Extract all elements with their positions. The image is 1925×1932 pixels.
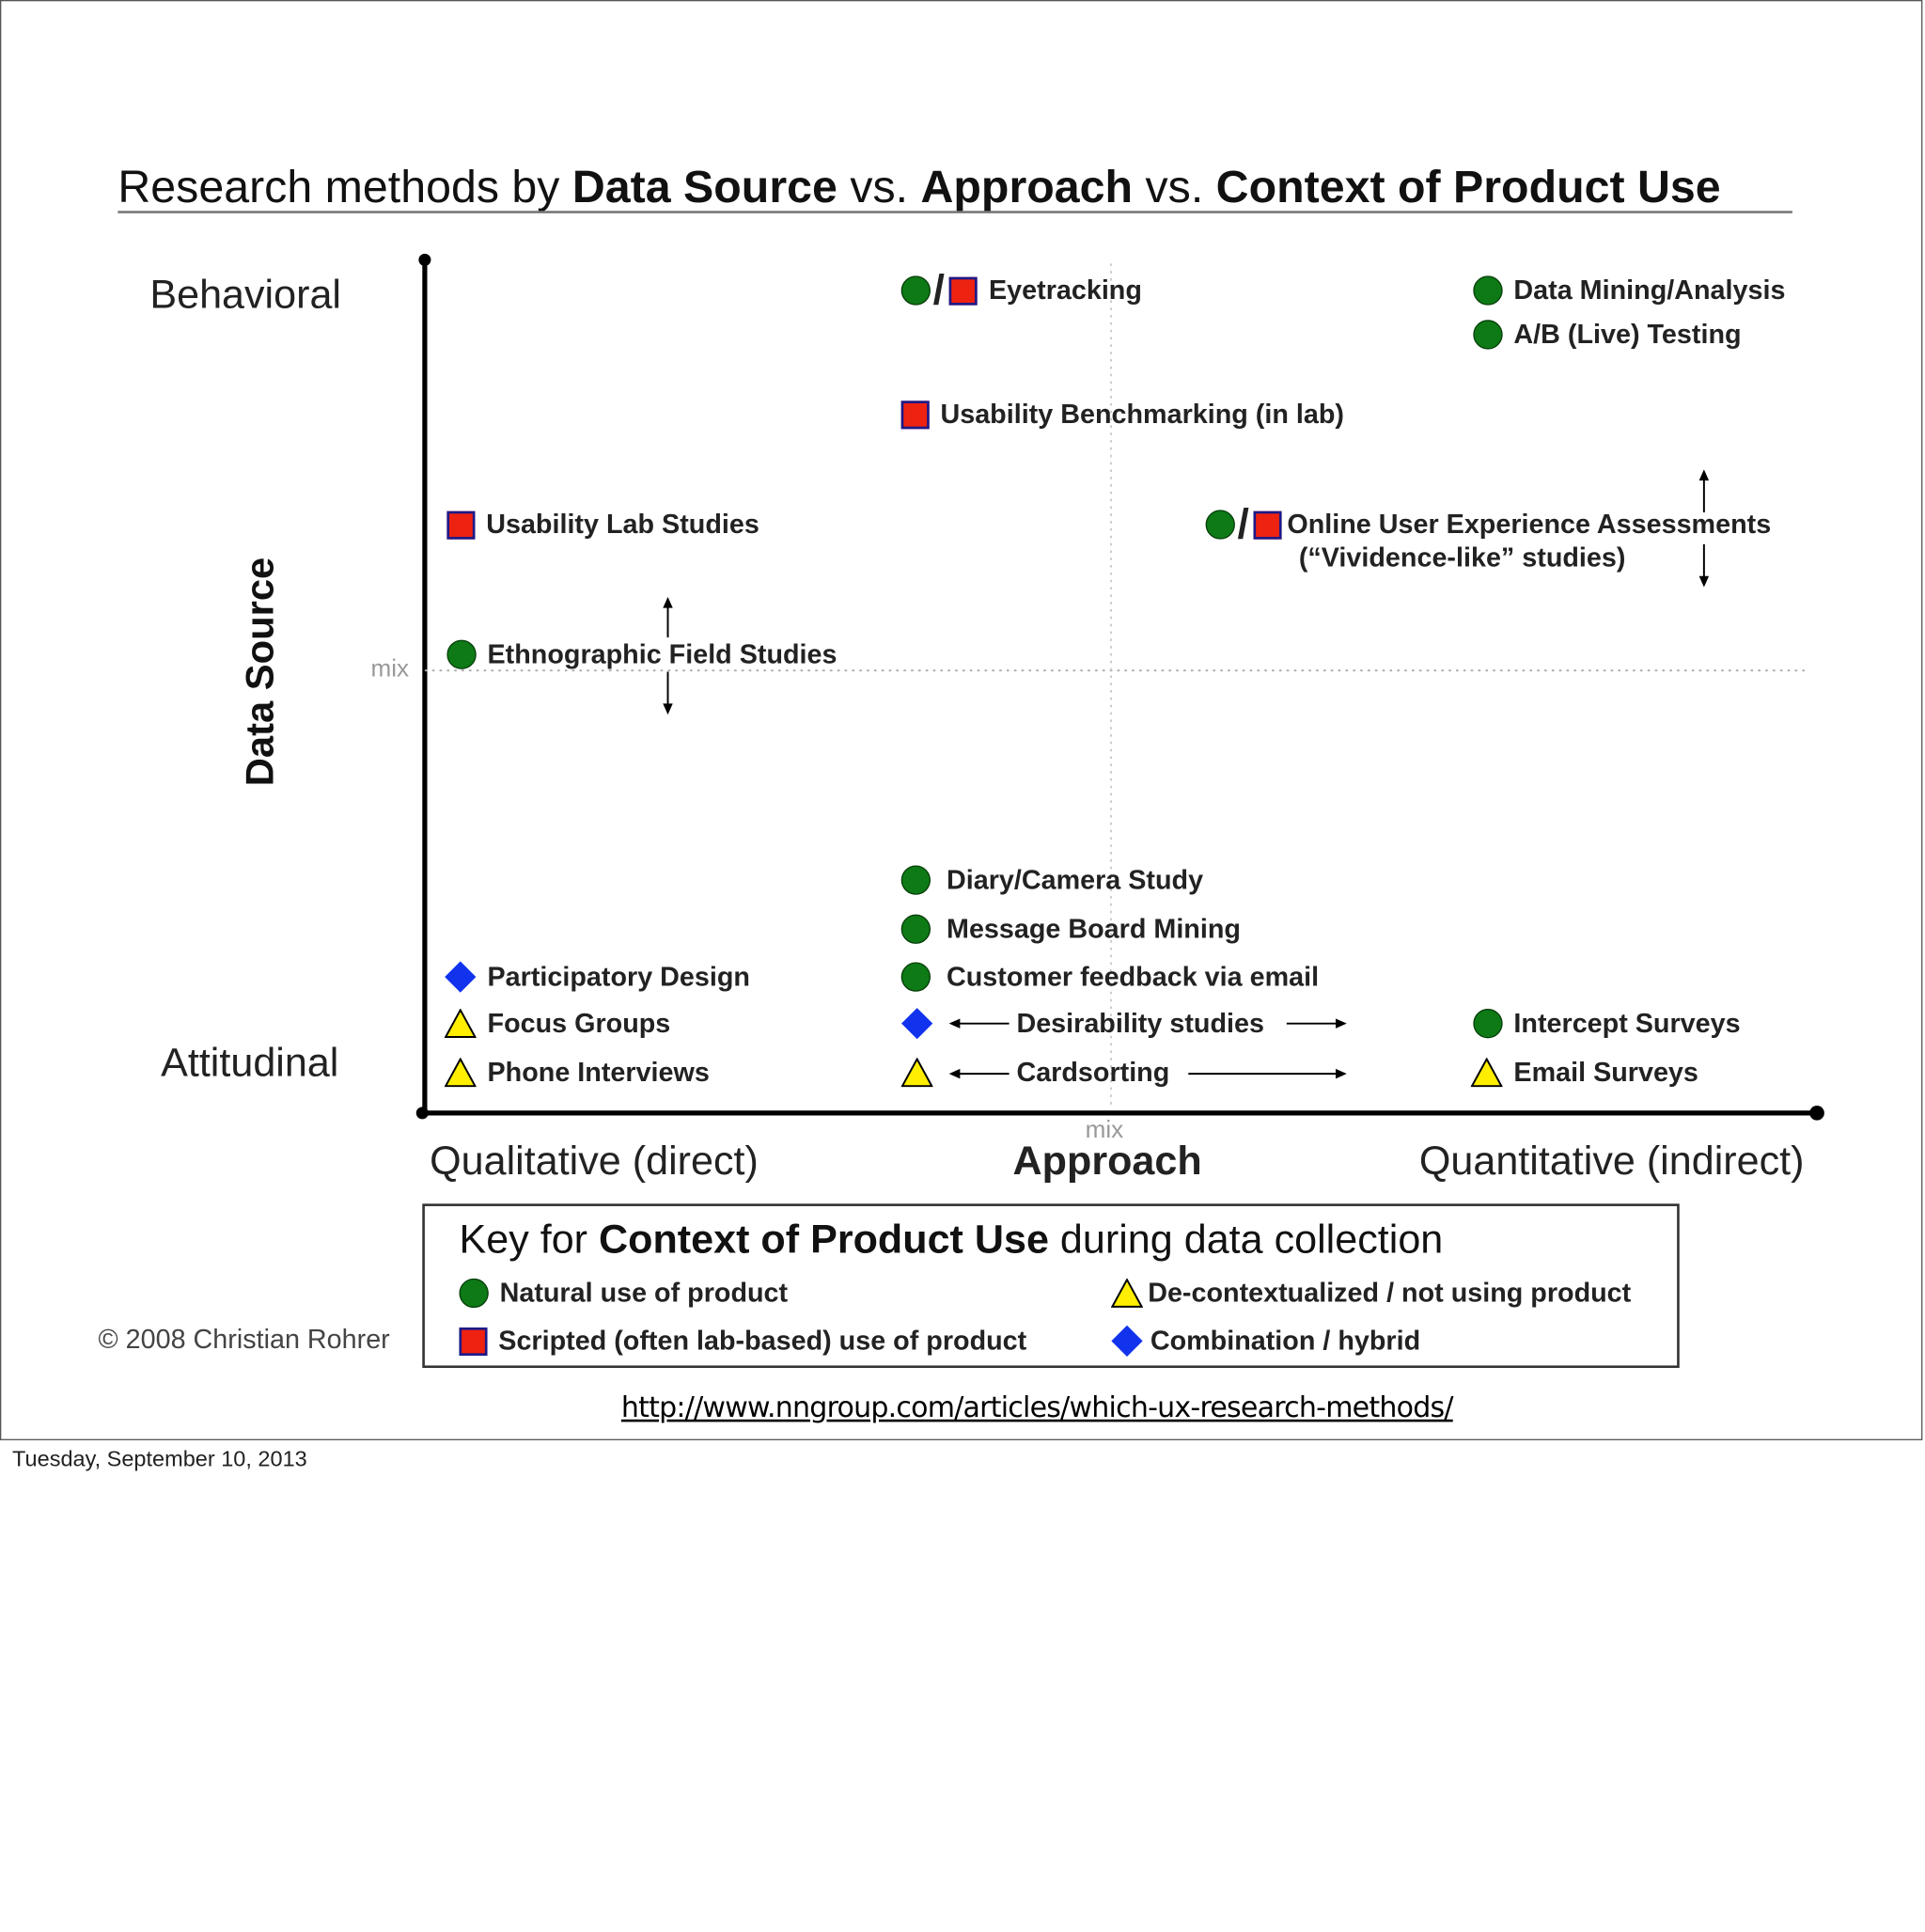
method-label: Intercept Surveys	[1513, 1007, 1741, 1039]
method-label: Customer feedback via email	[947, 961, 1320, 992]
online-ux-arrowhead-up	[1698, 469, 1710, 481]
combination-diamond-icon	[1111, 1325, 1143, 1357]
x-axis-end-dot	[1809, 1106, 1824, 1121]
decontextualized-triangle-icon	[1470, 1058, 1503, 1088]
method-eyetracking: / Eyetracking	[900, 267, 1142, 314]
natural-circle-icon	[459, 1278, 489, 1309]
x-axis-start-dot	[415, 1107, 429, 1120]
attitudinal-label: Attitudinal	[161, 1039, 339, 1085]
method-label: Phone Interviews	[487, 1056, 710, 1088]
combination-diamond-icon	[445, 961, 477, 993]
method-label: Diary/Camera Study	[947, 864, 1204, 895]
mix-x-label: mix	[1085, 1116, 1124, 1144]
natural-circle-icon	[900, 275, 931, 306]
footer-date: Tuesday, September 10, 2013	[12, 1446, 307, 1471]
method-usability-benchmarking: Usability Benchmarking (in lab)	[900, 396, 1344, 432]
legend-combination: Combination / hybrid	[1111, 1323, 1420, 1359]
natural-circle-icon	[900, 962, 931, 992]
title-underline	[117, 211, 1792, 213]
natural-circle-icon	[900, 865, 931, 895]
behavioral-label: Behavioral	[149, 271, 342, 317]
legend-label: De-contextualized / not using product	[1148, 1277, 1632, 1309]
method-label: A/B (Live) Testing	[1513, 318, 1742, 350]
method-diary: Diary/Camera Study	[900, 862, 1204, 899]
method-label: Data Mining/Analysis	[1513, 275, 1786, 306]
method-ethnographic: Ethnographic Field Studies	[446, 636, 837, 673]
method-label: Usability Benchmarking (in lab)	[940, 398, 1344, 430]
natural-circle-icon	[1473, 275, 1503, 306]
method-label: Participatory Design	[487, 961, 750, 992]
scripted-square-icon	[949, 276, 978, 305]
slash-separator: /	[1237, 501, 1249, 548]
decontextualized-triangle-icon	[900, 1058, 933, 1088]
source-url-link[interactable]: http://www.nngroup.com/articles/which-ux…	[620, 1392, 1454, 1425]
method-label: Eyetracking	[989, 275, 1142, 306]
method-label: Usability Lab Studies	[486, 509, 759, 540]
method-label: Focus Groups	[487, 1007, 671, 1039]
method-label: Ethnographic Field Studies	[487, 638, 837, 669]
legend-decontextualized: De-contextualized / not using product	[1111, 1275, 1631, 1312]
decontextualized-triangle-icon	[1111, 1278, 1143, 1308]
desirability-arrowhead-left	[948, 1018, 961, 1029]
legend-label: Combination / hybrid	[1150, 1325, 1421, 1357]
natural-circle-icon	[900, 914, 931, 944]
combination-diamond-icon	[901, 1008, 933, 1040]
method-online-ux-subtitle: (“Vividence-like” studies)	[1298, 542, 1626, 573]
method-label: Message Board Mining	[947, 913, 1241, 944]
method-email-surveys: Email Surveys	[1470, 1054, 1698, 1091]
scripted-square-icon	[459, 1327, 488, 1356]
scripted-square-icon	[446, 510, 476, 540]
copyright-notice: © 2008 Christian Rohrer	[98, 1324, 390, 1355]
method-participatory: Participatory Design	[445, 959, 750, 996]
method-message-board: Message Board Mining	[900, 911, 1241, 948]
method-intercept-surveys: Intercept Surveys	[1473, 1005, 1741, 1042]
slash-separator: /	[932, 267, 945, 314]
legend-label: Natural use of product	[499, 1277, 789, 1309]
method-online-ux: / Online User Experience Assessments	[1205, 501, 1772, 548]
legend-natural: Natural use of product	[459, 1275, 788, 1312]
decontextualized-triangle-icon	[444, 1009, 477, 1038]
method-label: Online User Experience Assessments	[1287, 509, 1772, 540]
cardsorting-arrowhead-left	[948, 1068, 961, 1079]
method-focus-groups: Focus Groups	[444, 1005, 671, 1042]
method-desirability: Desirability studies	[1016, 1007, 1264, 1039]
natural-circle-icon	[446, 639, 477, 669]
method-label: Email Surveys	[1513, 1056, 1698, 1088]
method-usability-lab: Usability Lab Studies	[446, 506, 759, 542]
method-desirability-icon	[901, 1005, 945, 1042]
method-cardsorting-icon	[900, 1054, 945, 1091]
method-cardsorting: Cardsorting	[1016, 1056, 1170, 1088]
approach-axis-title: Approach	[1012, 1137, 1202, 1184]
slide-frame	[0, 0, 1923, 1440]
legend-label: Scripted (often lab-based) use of produc…	[498, 1325, 1027, 1357]
legend-title: Key for Context of Product Use during da…	[459, 1216, 1444, 1262]
diagram-title: Research methods by Data Source vs. Appr…	[117, 162, 1721, 212]
y-axis-end-dot	[418, 253, 431, 266]
mix-y-label: mix	[370, 655, 410, 683]
ethnographic-arrowhead-up	[663, 596, 673, 608]
natural-circle-icon	[1473, 1009, 1503, 1039]
scripted-square-icon	[1254, 510, 1283, 540]
cardsorting-arrowhead-right	[1336, 1068, 1347, 1079]
axes-svg	[415, 253, 1824, 1121]
legend-scripted: Scripted (often lab-based) use of produc…	[459, 1323, 1026, 1359]
ethnographic-arrowhead-down	[663, 703, 673, 715]
decontextualized-triangle-icon	[444, 1058, 477, 1088]
scripted-square-icon	[900, 400, 930, 429]
method-phone-interviews: Phone Interviews	[444, 1054, 710, 1091]
desirability-arrowhead-right	[1336, 1018, 1347, 1029]
method-customer-feedback: Customer feedback via email	[900, 959, 1320, 996]
quantitative-label: Quantitative (indirect)	[1418, 1137, 1805, 1184]
data-source-axis-title: Data Source	[237, 557, 282, 787]
online-ux-arrowhead-down	[1698, 575, 1710, 588]
method-ab-testing: A/B (Live) Testing	[1473, 316, 1742, 353]
natural-circle-icon	[1205, 510, 1235, 540]
method-data-mining: Data Mining/Analysis	[1473, 272, 1785, 308]
legend-box	[422, 1203, 1680, 1369]
qualitative-label: Qualitative (direct)	[430, 1137, 759, 1184]
natural-circle-icon	[1473, 320, 1503, 350]
